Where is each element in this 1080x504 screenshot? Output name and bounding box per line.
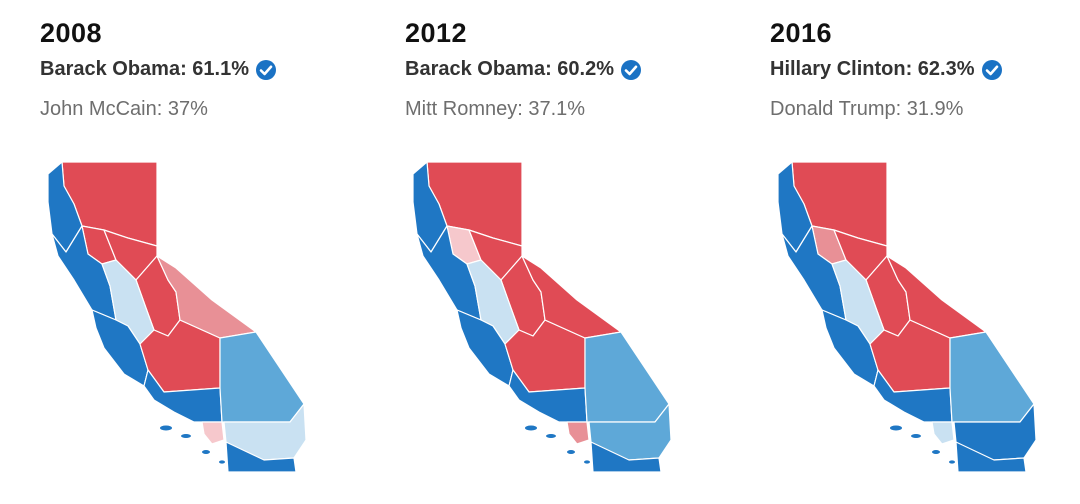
winner-text: Hillary Clinton: 62.3% (770, 58, 975, 80)
panel-2008: 2008 Barack Obama: 61.1% John McCain: 37… (40, 0, 380, 504)
check-circle-icon (621, 59, 642, 80)
county-region-inland-empire (219, 331, 305, 423)
winner-line: Barack Obama: 60.2% (405, 58, 642, 81)
panel-2016: 2016 Hillary Clinton: 62.3% Donald Trump… (770, 0, 1080, 504)
check-circle-icon (256, 59, 277, 80)
county-region-orange (201, 421, 225, 445)
loser-text: John McCain: 37% (40, 98, 208, 120)
california-county-map (777, 161, 1037, 472)
channel-island (949, 460, 955, 464)
year-heading: 2008 (40, 18, 103, 48)
winner-line: Hillary Clinton: 62.3% (770, 58, 1003, 81)
channel-island (567, 450, 575, 454)
channel-island (202, 450, 210, 454)
channel-island (584, 460, 590, 464)
channel-island (932, 450, 940, 454)
county-region-imperial (590, 441, 662, 472)
winner-text: Barack Obama: 61.1% (40, 58, 250, 80)
winner-text: Barack Obama: 60.2% (405, 58, 615, 80)
channel-island (219, 460, 225, 464)
channel-island (181, 434, 191, 438)
county-region-inland-empire (584, 331, 670, 423)
channel-island (160, 425, 172, 431)
channel-island (890, 425, 902, 431)
loser-text: Donald Trump: 31.9% (770, 98, 964, 120)
county-region-orange (931, 421, 955, 445)
winner-line: Barack Obama: 61.1% (40, 58, 277, 81)
channel-island (911, 434, 921, 438)
loser-text: Mitt Romney: 37.1% (405, 98, 586, 120)
panel-2012: 2012 Barack Obama: 60.2% Mitt Romney: 37… (405, 0, 745, 504)
county-region-inland-empire (949, 331, 1035, 423)
channel-island (525, 425, 537, 431)
year-heading: 2016 (770, 18, 833, 48)
county-region-imperial (955, 441, 1027, 472)
check-circle-icon (981, 59, 1002, 80)
california-county-map (47, 161, 307, 472)
year-heading: 2012 (405, 18, 468, 48)
california-county-map (412, 161, 672, 472)
county-region-imperial (225, 441, 297, 472)
county-region-orange (566, 421, 590, 445)
channel-island (546, 434, 556, 438)
